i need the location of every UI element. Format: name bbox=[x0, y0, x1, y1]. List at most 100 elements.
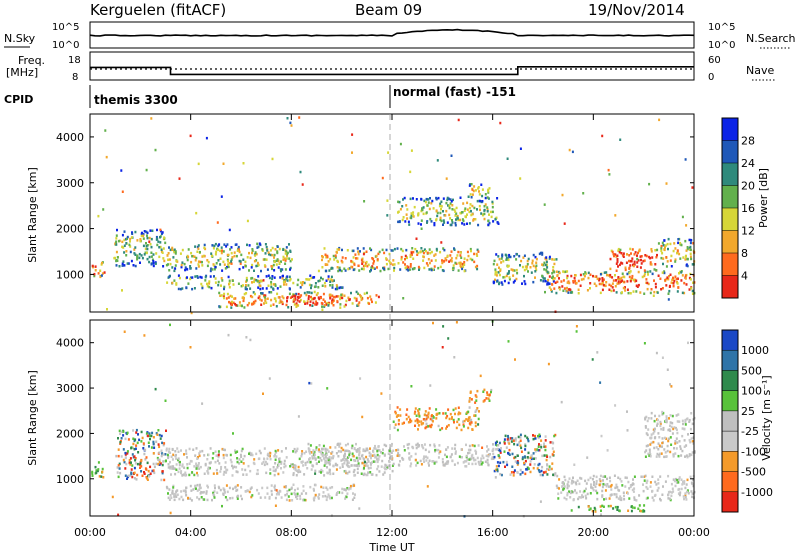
range-cell bbox=[230, 303, 233, 306]
range-cell bbox=[496, 469, 499, 473]
range-cell bbox=[444, 412, 447, 415]
range-cell bbox=[158, 463, 161, 466]
range-cell bbox=[664, 278, 667, 282]
range-cell bbox=[327, 260, 330, 263]
range-cell bbox=[486, 461, 489, 464]
range-cell bbox=[615, 279, 618, 282]
range-cell bbox=[306, 302, 309, 305]
range-cell bbox=[629, 259, 632, 263]
range-cell bbox=[408, 456, 411, 459]
range-cell bbox=[444, 257, 447, 260]
colorbar-tick-label: 24 bbox=[741, 157, 755, 170]
nsearch-hi-tick: 10^5 bbox=[708, 22, 735, 33]
range-cell bbox=[256, 261, 259, 265]
range-cell bbox=[613, 254, 615, 258]
range-cell bbox=[580, 477, 583, 480]
range-cell bbox=[142, 233, 145, 236]
range-cell bbox=[532, 452, 535, 455]
range-cell bbox=[515, 268, 518, 272]
range-cell bbox=[397, 210, 400, 213]
range-cell bbox=[329, 295, 332, 298]
range-cell bbox=[190, 251, 193, 255]
range-cell bbox=[686, 455, 689, 459]
range-cell bbox=[448, 417, 451, 421]
range-cell bbox=[191, 287, 194, 291]
range-cell bbox=[495, 448, 498, 451]
range-cell bbox=[313, 450, 316, 454]
range-cell bbox=[405, 204, 408, 207]
range-cell bbox=[493, 455, 496, 459]
range-cell bbox=[258, 449, 261, 453]
range-cell bbox=[329, 486, 332, 490]
range-cell bbox=[169, 494, 172, 497]
range-cell bbox=[483, 209, 486, 212]
range-cell bbox=[648, 182, 651, 186]
range-cell bbox=[178, 276, 181, 280]
range-cell bbox=[216, 221, 219, 224]
range-cell bbox=[312, 301, 315, 305]
range-cell bbox=[413, 205, 416, 209]
range-cell bbox=[143, 471, 145, 474]
range-cell bbox=[325, 269, 328, 273]
range-cell bbox=[637, 270, 640, 274]
range-cell bbox=[609, 479, 612, 483]
range-cell bbox=[508, 276, 511, 279]
range-cell bbox=[206, 259, 209, 262]
range-cell bbox=[252, 300, 255, 304]
range-cell bbox=[474, 458, 477, 462]
range-cell bbox=[156, 237, 159, 241]
range-cell bbox=[360, 298, 363, 302]
range-cell bbox=[219, 263, 222, 266]
range-cell bbox=[168, 269, 171, 272]
range-cell bbox=[251, 263, 254, 267]
range-cell bbox=[402, 297, 405, 300]
range-cell bbox=[236, 450, 239, 453]
range-cell bbox=[599, 474, 602, 478]
range-cell bbox=[673, 280, 676, 283]
range-cell bbox=[414, 458, 417, 462]
range-cell bbox=[453, 356, 456, 359]
range-cell bbox=[314, 303, 317, 306]
range-cell bbox=[160, 449, 163, 452]
range-cell bbox=[378, 250, 381, 254]
range-cell bbox=[282, 274, 284, 278]
range-cell bbox=[672, 490, 675, 493]
range-cell bbox=[280, 450, 283, 453]
range-cell bbox=[370, 266, 373, 269]
range-cell bbox=[631, 274, 634, 278]
range-cell bbox=[427, 201, 430, 204]
range-cell bbox=[130, 236, 133, 239]
range-cell bbox=[496, 461, 499, 464]
range-cell bbox=[341, 487, 344, 491]
range-cell bbox=[425, 455, 427, 458]
range-cell bbox=[334, 463, 337, 467]
range-cell bbox=[577, 279, 580, 283]
range-cell bbox=[534, 448, 537, 451]
range-cell bbox=[684, 418, 687, 422]
range-cell bbox=[616, 260, 619, 263]
range-cell bbox=[289, 278, 292, 281]
range-cell bbox=[288, 488, 291, 492]
range-cell bbox=[393, 247, 396, 251]
range-cell bbox=[551, 258, 554, 261]
range-cell bbox=[224, 448, 226, 452]
range-cell bbox=[655, 256, 658, 259]
range-cell bbox=[199, 450, 202, 453]
range-cell bbox=[391, 442, 393, 446]
range-cell bbox=[147, 469, 150, 473]
range-cell bbox=[632, 264, 635, 268]
range-cell bbox=[471, 444, 474, 447]
range-cell bbox=[678, 420, 681, 423]
range-cell bbox=[185, 449, 188, 452]
range-cell bbox=[117, 464, 120, 467]
range-cell bbox=[230, 260, 233, 263]
range-cell bbox=[341, 256, 344, 259]
range-cell bbox=[275, 451, 278, 454]
range-cell bbox=[608, 476, 611, 479]
range-cell bbox=[658, 414, 661, 418]
range-cell bbox=[269, 468, 272, 471]
range-cell bbox=[572, 498, 575, 502]
range-cell bbox=[470, 209, 472, 213]
range-cell bbox=[191, 471, 194, 474]
range-cell bbox=[643, 259, 646, 262]
